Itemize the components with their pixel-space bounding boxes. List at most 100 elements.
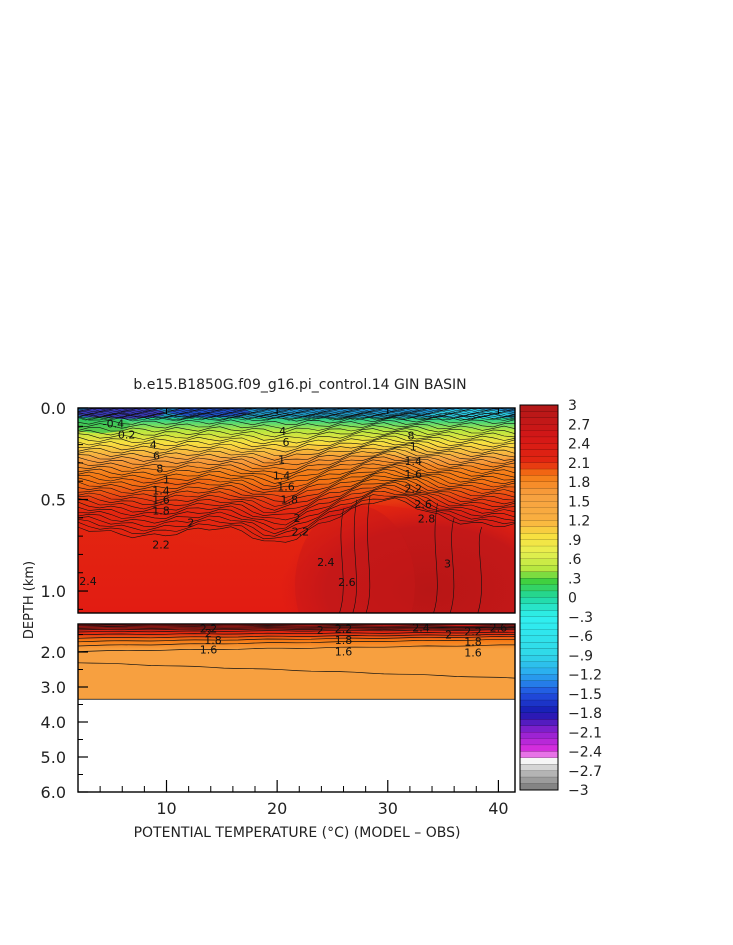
colorbar-swatch <box>520 411 558 419</box>
colorbar-swatch <box>520 469 558 476</box>
upper-contour-label: 8 <box>408 429 415 442</box>
colorbar-label: 1.8 <box>568 475 590 491</box>
upper-panel-field: 2.42.221.81.61.418640.2-0.44611.41.61.82… <box>78 408 515 613</box>
colorbar-swatch <box>520 623 558 630</box>
lower-contour-label: 2 <box>205 627 212 640</box>
colorbar-swatch <box>520 552 558 560</box>
lower-contour-label: 2.2 <box>335 623 353 636</box>
colorbar-swatch <box>520 636 558 643</box>
lower-contour-line <box>78 644 515 652</box>
colorbar-swatch <box>520 417 558 425</box>
lower-contour-line <box>78 638 515 647</box>
upper-contour-label: 1.4 <box>273 470 291 483</box>
lower-contour-label: 2.2 <box>464 626 482 639</box>
colorbar-swatch <box>520 770 558 778</box>
upper-panel: 2.42.221.81.61.418640.2-0.44611.41.61.82… <box>77 407 516 614</box>
upper-contour-label: -0.4 <box>103 418 124 431</box>
upper-contour-label: 2.6 <box>414 498 432 511</box>
upper-contour-line <box>78 466 515 498</box>
colorbar-swatch <box>520 559 558 566</box>
colorbar-swatch <box>520 462 558 470</box>
colorbar-label: 0 <box>568 591 577 607</box>
colorbar-swatch <box>520 616 558 624</box>
upper-contour-line <box>78 462 515 491</box>
lower-contour-line <box>78 624 515 627</box>
upper-contour-line <box>78 448 515 470</box>
upper-contour-label: 1.6 <box>277 481 295 494</box>
colorbar-swatch <box>520 757 558 765</box>
colorbar-swatch <box>520 777 558 784</box>
colorbar-swatch <box>520 603 558 611</box>
colorbar-swatch <box>520 629 558 637</box>
colorbar-label: −.9 <box>568 648 593 664</box>
colorbar-label: −2.4 <box>568 745 602 761</box>
colorbar-label: −2.7 <box>568 764 602 780</box>
y-tick-label: 6.0 <box>41 783 66 802</box>
x-axis: 10 20 30 40 <box>99 408 509 818</box>
colorbar-swatch <box>520 706 558 714</box>
x-tick-label: 30 <box>378 799 398 818</box>
upper-contour-line <box>78 471 515 507</box>
lower-contour-label: 1.8 <box>204 634 222 647</box>
lower-contour-label: 1.6 <box>200 644 218 657</box>
upper-contour-line <box>78 451 515 476</box>
upper-deep-contour <box>339 508 344 613</box>
y-tick-label: 3.0 <box>41 678 66 697</box>
colorbar-swatch <box>520 449 558 457</box>
colorbar-label: .3 <box>568 571 581 587</box>
upper-contour-label: 1.8 <box>152 505 170 518</box>
colorbar-label: 2.4 <box>568 437 590 453</box>
colorbar-swatch <box>520 546 558 553</box>
upper-contour-line <box>78 428 515 441</box>
upper-contour-label: 6 <box>153 450 160 463</box>
upper-contour-line <box>78 430 515 445</box>
upper-contour-label: 2 <box>294 512 301 525</box>
upper-surface-contour <box>78 413 515 418</box>
colorbar-swatch <box>520 751 558 759</box>
upper-deep-contour <box>477 526 483 613</box>
colorbar-swatch <box>520 443 558 451</box>
upper-mid-structure <box>78 440 515 560</box>
colorbar-swatch <box>520 725 558 733</box>
upper-deep-contour <box>433 503 438 613</box>
upper-surface-contour <box>78 410 515 414</box>
upper-contour-label: 1.4 <box>404 455 422 468</box>
upper-contour-line <box>78 453 515 480</box>
upper-contour-label: 2.2 <box>152 538 170 551</box>
colorbar-swatch <box>520 571 558 579</box>
upper-contour-line <box>78 414 515 422</box>
colorbar-swatch <box>520 584 558 592</box>
upper-contour-line <box>78 496 515 540</box>
lower-contour-label: 2.6 <box>490 622 508 635</box>
colorbar-swatch <box>520 424 558 432</box>
colorbar-swatch <box>520 732 558 740</box>
colorbar-swatch <box>520 674 558 682</box>
upper-contour-line <box>78 478 515 513</box>
colorbar-label: .6 <box>568 552 581 568</box>
upper-contour-label: 2.6 <box>338 576 356 589</box>
chart-title: b.e15.B1850G.f09_g16.pi_control.14 GIN B… <box>133 377 466 393</box>
upper-contour-label: 1.6 <box>152 494 170 507</box>
upper-contour-line <box>78 422 515 434</box>
upper-contour-line <box>78 494 515 537</box>
upper-surface-contour <box>78 409 515 413</box>
colorbar-swatch <box>520 456 558 464</box>
upper-contour-line <box>78 419 515 430</box>
upper-contour-label: 4 <box>150 439 157 452</box>
upper-contour-label: 4 <box>279 425 286 438</box>
colorbar-label: −1.8 <box>568 706 602 722</box>
colorbar-swatch <box>520 655 558 663</box>
colorbar-label: −.3 <box>568 610 593 626</box>
upper-contour-label: 2 <box>187 516 194 529</box>
y-tick-label: 0.0 <box>41 399 66 418</box>
upper-contour-line <box>78 432 515 448</box>
colorbar-label: −3 <box>568 783 589 799</box>
lower-contour-label: 2.4 <box>412 622 430 635</box>
colorbar-label: 1.5 <box>568 494 590 510</box>
colorbar-label: −1.2 <box>568 668 602 684</box>
colorbar-swatch <box>520 520 558 528</box>
upper-contour-line <box>78 416 515 426</box>
upper-contour-label: 1 <box>163 473 170 486</box>
upper-deep-contour <box>449 517 455 613</box>
upper-contour-label: 1.4 <box>152 484 170 497</box>
